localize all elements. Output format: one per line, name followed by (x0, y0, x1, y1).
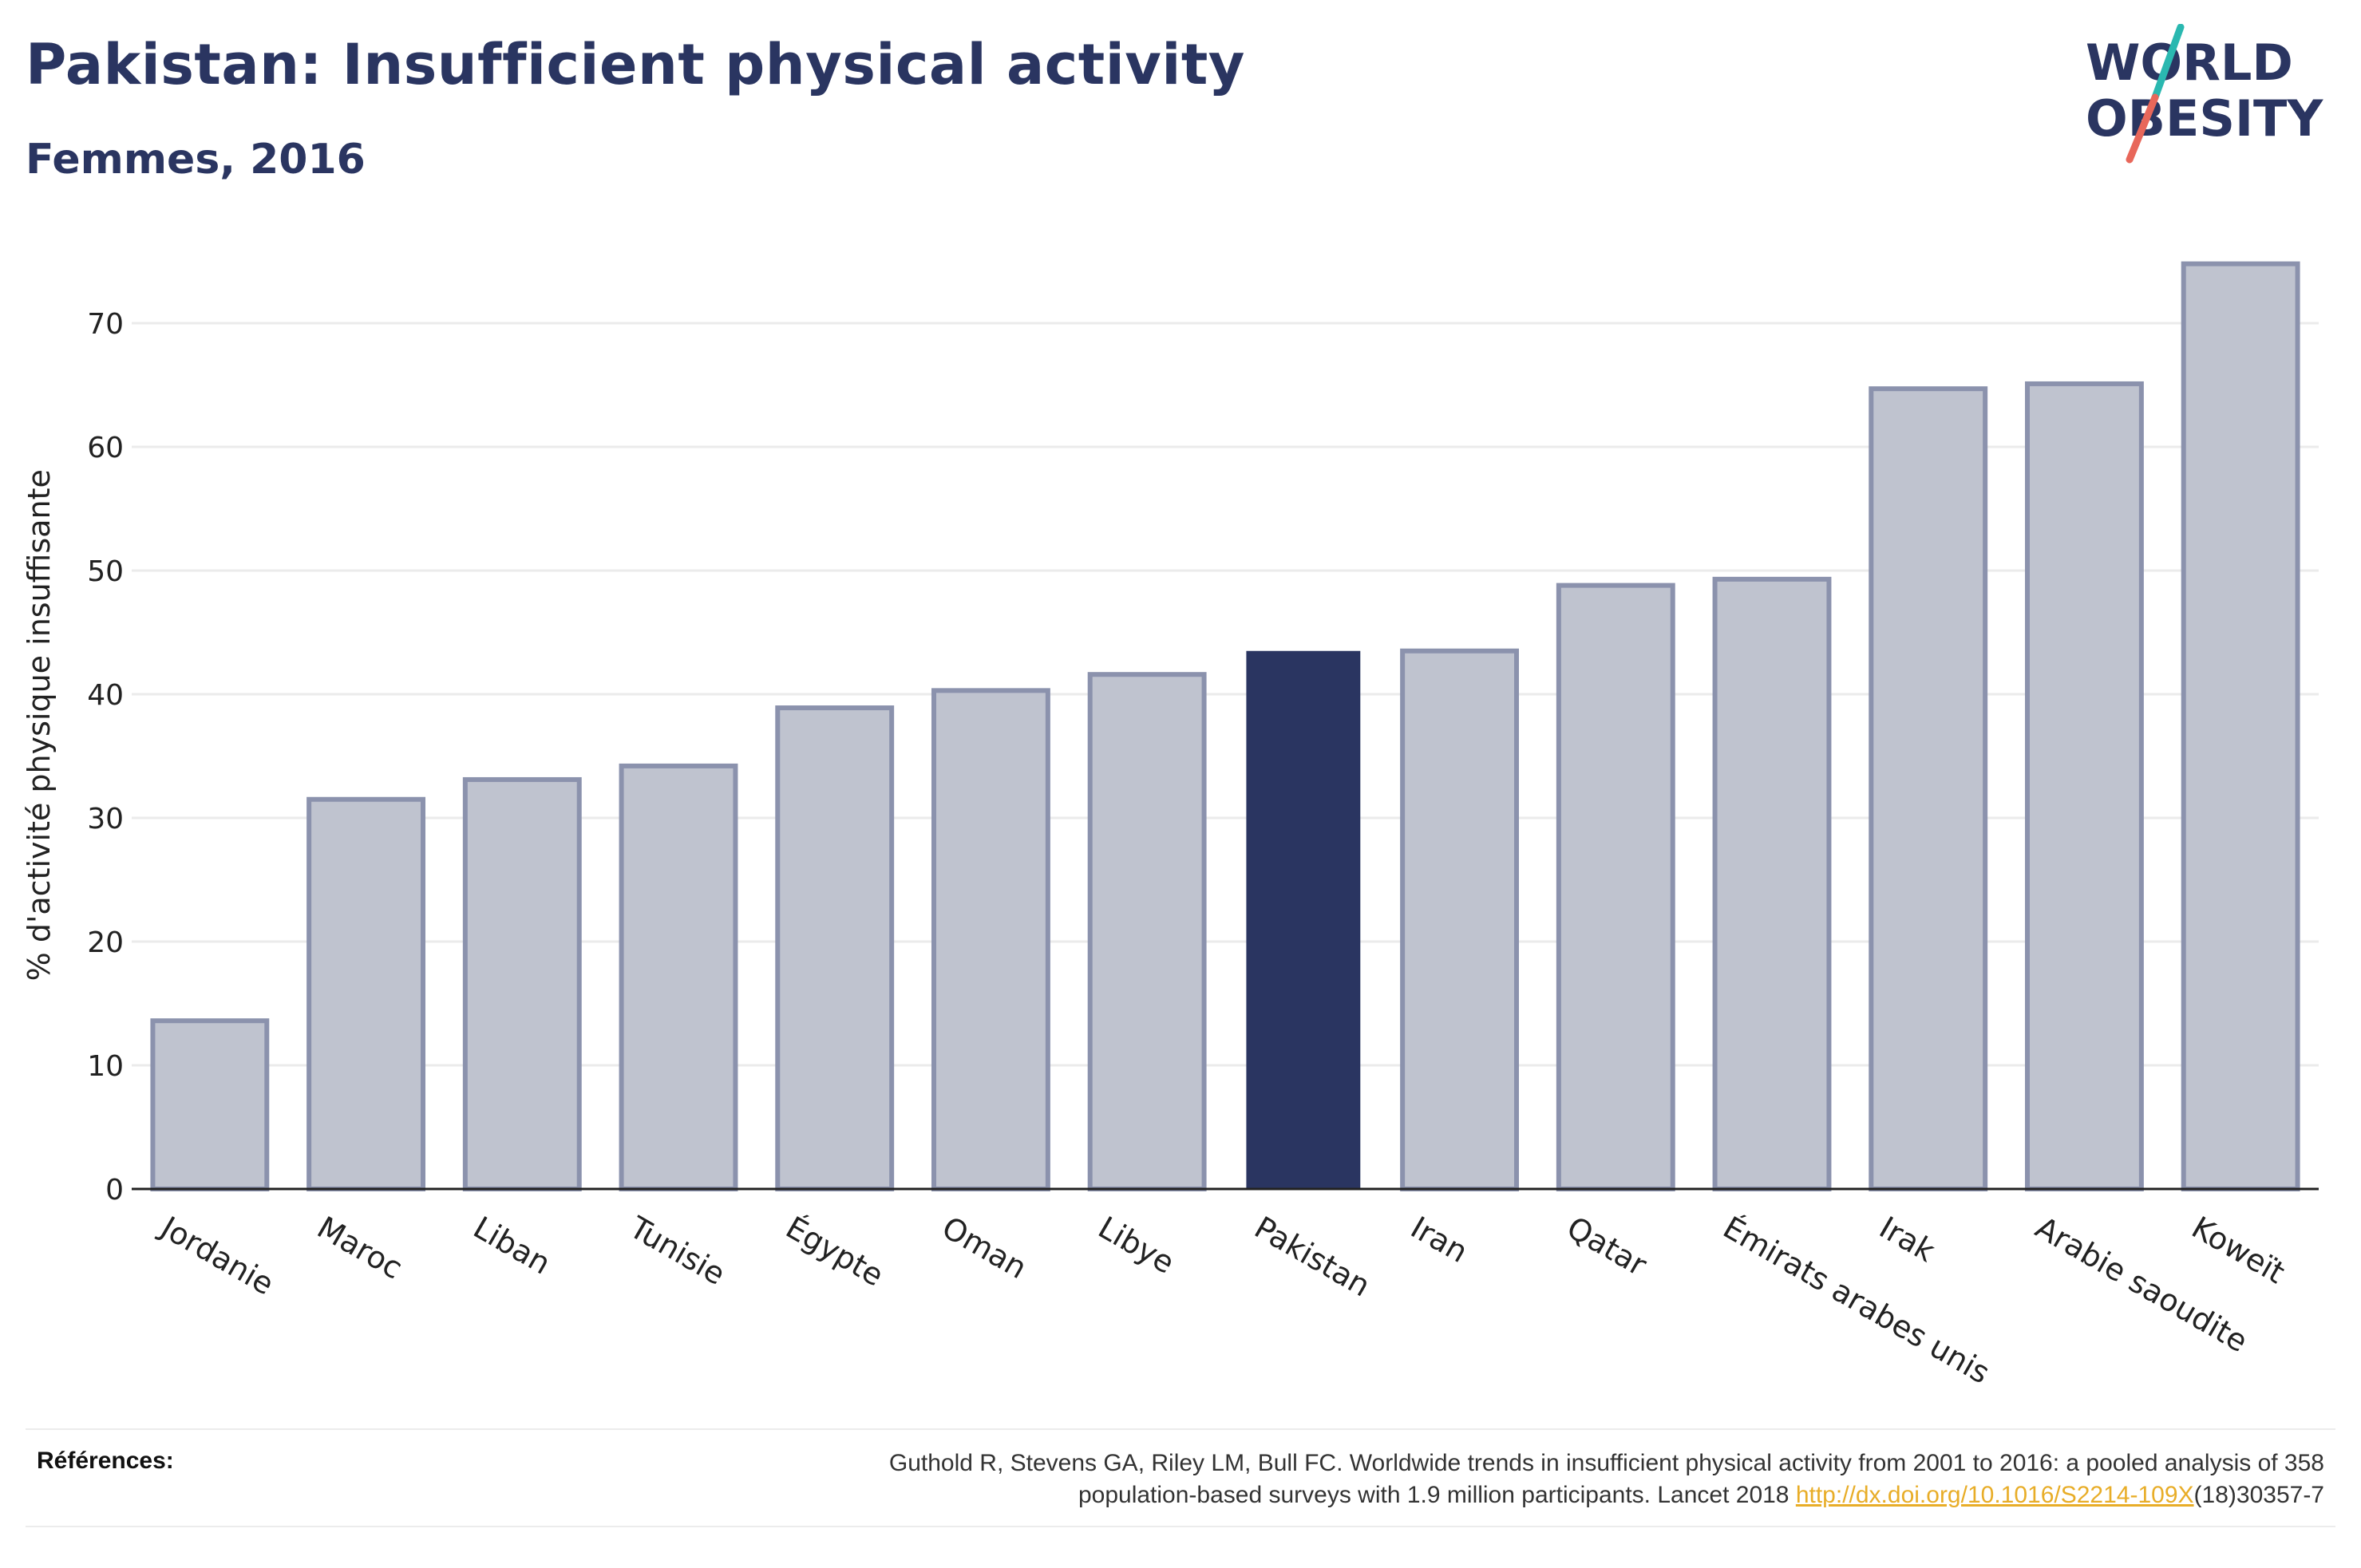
bar-iran (1400, 648, 1520, 1191)
y-tick-label: 60 (87, 432, 124, 464)
reference-doi-link[interactable]: http://dx.doi.org/10.1016/S2214-109X (1795, 1482, 2194, 1508)
x-tick-label: Pakistan (1248, 1210, 1376, 1304)
chart-subtitle: Femmes, 2016 (26, 136, 366, 184)
bar-tunisie (619, 763, 738, 1191)
bar-egypte (775, 705, 895, 1191)
y-tick-label: 70 (87, 308, 124, 341)
bar-koweit (2181, 261, 2300, 1192)
x-tick-label: Qatar (1561, 1210, 1653, 1283)
y-tick-label: 40 (87, 679, 124, 712)
x-tick-label: Irak (1873, 1210, 1940, 1269)
y-tick-label: 50 (87, 555, 124, 588)
bar-arabie-saoudite (2024, 381, 2144, 1191)
bar-irak (1869, 386, 1988, 1191)
gridlines (132, 322, 2319, 1067)
y-axis-ticks: 0 10 20 30 40 50 60 70 (87, 308, 124, 1207)
reference-text-line1: Guthold R, Stevens GA, Riley LM, Bull FC… (888, 1450, 2324, 1476)
bar-pakistan (1246, 650, 1361, 1189)
bar-emirats-arabes-unis (1712, 576, 1832, 1191)
bar-oman (931, 688, 1050, 1191)
y-tick-label: 0 (105, 1174, 124, 1207)
x-tick-label: Oman (936, 1210, 1033, 1286)
bars (150, 261, 2300, 1192)
x-tick-label: Iran (1405, 1210, 1473, 1270)
reference-suffix: (18)30357-7 (2193, 1482, 2324, 1508)
logo-slash-bottom (2126, 93, 2159, 164)
chart-title: Pakistan: Insufficient physical activity (26, 32, 1245, 97)
y-tick-label: 10 (87, 1050, 124, 1083)
world-obesity-logo: WORLD OBESITY (2086, 24, 2323, 164)
references-label: Références: (37, 1448, 174, 1474)
logo-word-obesity: OBESITY (2086, 89, 2323, 148)
x-tick-label: Maroc (311, 1210, 409, 1286)
reference-text-line2: population-based surveys with 1.9 millio… (1078, 1482, 1796, 1508)
x-tick-label: Égypte (780, 1210, 889, 1294)
x-tick-label: Tunisie (623, 1209, 731, 1292)
x-tick-label: Jordanie (154, 1209, 280, 1302)
x-axis-ticks: Jordanie Maroc Liban Tunisie Égypte Oman Libye… (154, 1209, 2291, 1391)
bar-qatar (1556, 583, 1675, 1191)
bar-maroc (306, 796, 426, 1191)
y-tick-label: 20 (87, 926, 124, 959)
bar-libye (1087, 672, 1207, 1191)
bar-liban (462, 776, 582, 1191)
x-tick-label: Liban (468, 1210, 556, 1282)
logo-slash-top (2151, 24, 2185, 101)
bar-chart: 0 10 20 30 40 50 60 70 Jordanie Maroc Liban Tunisi… (22, 261, 2319, 1391)
x-tick-label: Koweït (2186, 1210, 2291, 1290)
logo-word-world: WORLD (2086, 34, 2293, 92)
x-tick-label: Émirats arabes unis (1718, 1210, 1996, 1391)
x-tick-label: Libye (1093, 1210, 1180, 1281)
y-axis-label: % d'activité physique insuffisante (22, 469, 57, 981)
bar-jordanie (150, 1018, 270, 1191)
y-tick-label: 30 (87, 803, 124, 835)
references-footer: Références: Guthold R, Stevens GA, Riley… (26, 1428, 2335, 1527)
reference-citation: Guthold R, Stevens GA, Riley LM, Bull FC… (488, 1448, 2324, 1511)
